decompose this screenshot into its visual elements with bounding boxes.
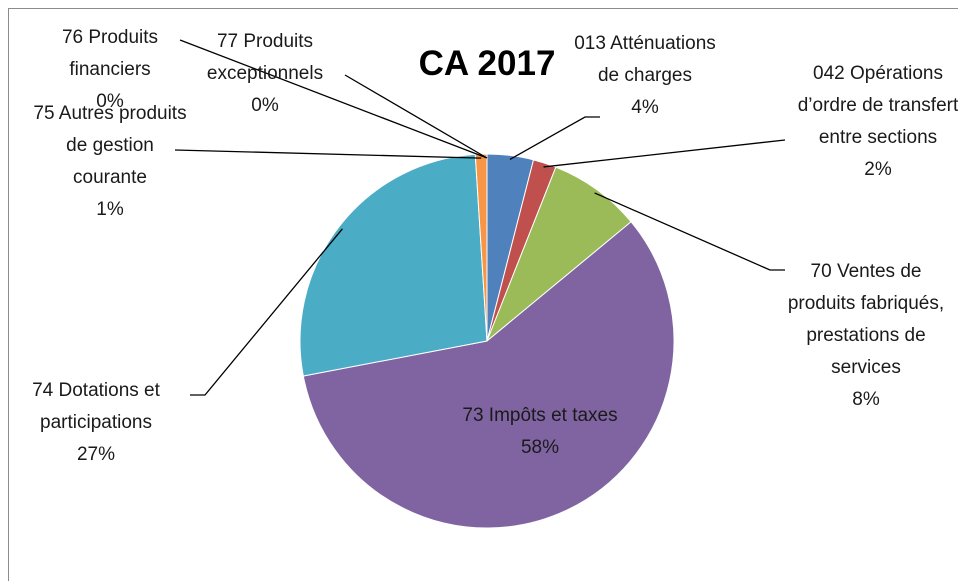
slice-label: 75 Autres produits de gestion courante 1%	[30, 98, 190, 226]
leader-line	[190, 228, 343, 396]
leader-line	[543, 139, 786, 168]
leader-line	[344, 74, 488, 159]
slice-label: 73 Impôts et taxes 58%	[460, 400, 620, 464]
slice-label: 042 Opérations d’ordre de transfert entr…	[791, 58, 958, 186]
leader-line	[174, 149, 482, 159]
value-label: 0%	[96, 91, 124, 112]
leader-line	[594, 192, 785, 271]
category-name: 74 Dotations et participations	[32, 380, 160, 433]
pie-slice	[302, 221, 675, 529]
category-name: 013 Atténuations de charges	[574, 33, 716, 86]
category-name: 73 Impôts et taxes	[462, 405, 618, 426]
chart-title: CA 2017	[418, 44, 556, 83]
slice-label: 76 Produits financiers 0%	[35, 22, 185, 118]
value-label: 8%	[852, 389, 880, 410]
category-name: 77 Produits exceptionnels	[206, 31, 324, 84]
pie-slice	[486, 166, 632, 342]
value-label: 58%	[520, 437, 560, 458]
value-label: 27%	[76, 444, 116, 465]
pie-slice	[299, 153, 488, 377]
value-label: 4%	[631, 97, 659, 118]
leader-line	[179, 39, 488, 159]
leader-line	[509, 116, 600, 161]
value-label: 0%	[251, 95, 279, 116]
category-name: 75 Autres produits de gestion courante	[33, 103, 187, 188]
slice-label: 74 Dotations et participations 27%	[1, 375, 191, 471]
value-label: 2%	[864, 159, 892, 180]
category-name: 042 Opérations d’ordre de transfert entr…	[797, 63, 958, 148]
value-label: 1%	[96, 199, 124, 220]
slice-label: 013 Atténuations de charges 4%	[570, 28, 720, 124]
category-name: 76 Produits financiers	[61, 27, 159, 80]
slice-label: 70 Ventes de produits fabriqués, prestat…	[779, 256, 954, 416]
slice-label: 77 Produits exceptionnels 0%	[180, 26, 350, 122]
chart-frame	[8, 8, 958, 581]
category-name: 70 Ventes de produits fabriqués, prestat…	[787, 261, 945, 378]
